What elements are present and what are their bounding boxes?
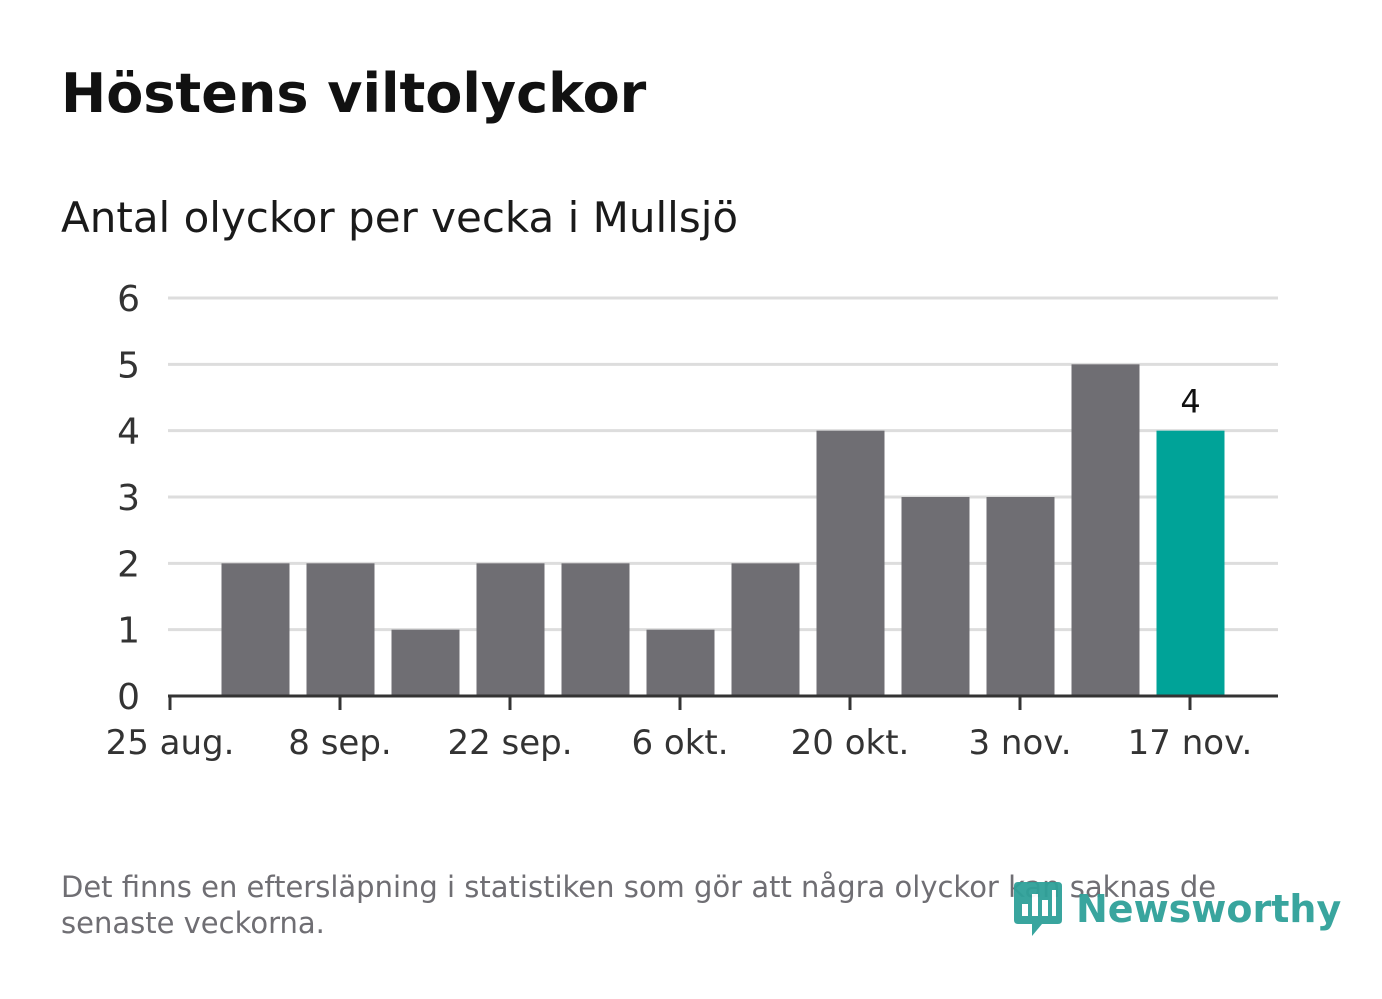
data-label: 4 <box>1180 383 1200 421</box>
x-tick-label: 6 okt. <box>631 723 728 763</box>
bar-2020-08-31 <box>221 563 290 696</box>
logo-text: Newsworthy <box>1076 887 1342 931</box>
bar-2020-10-05 <box>646 629 715 696</box>
y-tick-label: 6 <box>117 279 140 320</box>
bar-2020-11-02 <box>986 497 1055 696</box>
y-tick-label: 0 <box>117 677 140 718</box>
newsworthy-logo-icon <box>1014 882 1062 936</box>
y-tick-label: 3 <box>117 478 140 519</box>
y-tick-label: 5 <box>117 345 140 386</box>
x-tick-label: 8 sep. <box>288 723 391 763</box>
chart-title: Höstens viltolyckor <box>61 62 647 125</box>
x-tick-label: 25 aug. <box>106 723 235 763</box>
bar-2020-11-09 <box>1071 364 1140 696</box>
bar-2020-09-21 <box>476 563 545 696</box>
x-tick-label: 20 okt. <box>791 723 910 763</box>
x-tick-label: 17 nov. <box>1128 723 1253 763</box>
x-tick-label: 22 sep. <box>447 723 572 763</box>
chart-subtitle: Antal olyckor per vecka i Mullsjö <box>61 193 739 242</box>
bar-2020-10-19 <box>816 430 885 696</box>
newsworthy-logo: Newsworthy <box>1012 880 1341 938</box>
bar-2020-10-26 <box>901 497 970 696</box>
bar-2020-09-14 <box>391 629 460 696</box>
y-tick-label: 4 <box>117 412 140 453</box>
y-tick-label: 1 <box>117 611 140 652</box>
bar-2020-11-16 <box>1156 430 1225 696</box>
x-axis: 25 aug. 8 sep. 22 sep. 6 okt. 20 okt. 3 nov. 1… <box>106 694 1278 763</box>
y-axis-ticks: 0 1 2 3 4 5 6 <box>117 279 140 718</box>
x-tick-label: 3 nov. <box>968 723 1071 763</box>
bar-2020-09-07 <box>306 563 375 696</box>
bar-2020-09-28 <box>561 563 630 696</box>
y-tick-label: 2 <box>117 544 140 585</box>
bar-2020-10-12 <box>731 563 800 696</box>
bars <box>221 364 1225 696</box>
data-labels: 4 <box>1180 383 1200 421</box>
